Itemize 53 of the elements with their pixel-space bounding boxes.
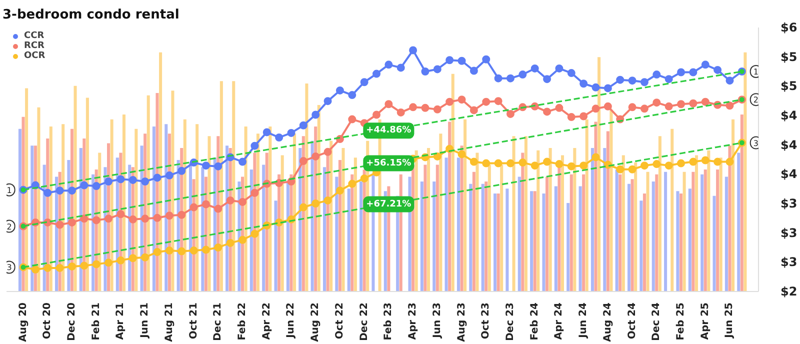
y-tick-label: $4 <box>780 108 798 122</box>
legend-label: OCR <box>24 51 46 61</box>
y-tick-label: $3 <box>780 226 798 240</box>
x-tick-label: Jun 24 <box>578 302 590 339</box>
x-tick-label: Jun 22 <box>286 302 297 339</box>
x-tick-label: Feb 22 <box>237 302 248 340</box>
annotation: +67.21% <box>366 199 412 210</box>
text: 2 <box>753 96 758 105</box>
x-tick-label: Feb 21 <box>90 302 102 340</box>
x-tick-label: Apr 21 <box>115 302 126 340</box>
x-tick-label: Jun 21 <box>140 302 151 339</box>
y-tick-label: $3 <box>780 254 798 269</box>
y-tick-label: $3 <box>780 196 798 210</box>
y-tick-label: $2 <box>780 284 798 298</box>
series-label: 3 <box>6 263 12 272</box>
y-tick-label: $5 <box>780 50 798 64</box>
x-tick-label: Apr 23 <box>408 302 419 340</box>
x-tick-label: Apr 25 <box>700 302 711 340</box>
x-tick-label: Aug 24 <box>602 302 614 342</box>
y-tick-label: $6 <box>780 20 798 34</box>
x-tick-label: Oct 21 <box>188 302 200 340</box>
x-tick-label: Dec 23 <box>504 302 516 341</box>
x-tick-label: Feb 24 <box>529 302 540 340</box>
x-tick-label: Aug 20 <box>18 302 29 342</box>
annotation: +56.15% <box>366 158 412 168</box>
x-tick-label: Apr 22 <box>261 302 272 340</box>
x-tick-label: Dec 20 <box>66 302 78 341</box>
text: 1 <box>753 68 758 76</box>
x-tick-label: Oct 22 <box>334 302 346 340</box>
y-tick-label: $4 <box>780 138 798 152</box>
y-tick-label: $5 <box>780 78 798 93</box>
series-label: 2 <box>6 222 12 232</box>
x-tick-label: Oct 23 <box>480 302 492 340</box>
x-tick-label: Dec 21 <box>212 302 224 341</box>
y-tick-label: $4 <box>780 166 798 181</box>
x-tick-label: Apr 24 <box>554 302 565 340</box>
x-tick-label: Jun 23 <box>432 302 443 339</box>
x-tick-label: Aug 21 <box>164 302 175 342</box>
x-tick-label: Feb 23 <box>383 302 394 340</box>
legend-label: CCR <box>24 31 44 41</box>
x-tick-label: Oct 20 <box>42 302 54 340</box>
legend-label: RCR <box>24 41 44 51</box>
chart-title: 3-bedroom condo rental <box>2 8 180 22</box>
x-tick-label: Dec 24 <box>651 302 662 341</box>
annotation: +44.86% <box>366 126 412 136</box>
x-tick-label: Jun 25 <box>724 302 736 339</box>
x-tick-label: Aug 23 <box>456 302 468 342</box>
x-tick-label: Oct 24 <box>626 302 638 340</box>
series-label: 1 <box>6 186 12 195</box>
x-tick-label: Dec 22 <box>358 302 370 341</box>
x-tick-label: Feb 25 <box>676 302 687 340</box>
text: 3 <box>753 138 758 148</box>
x-tick-label: Aug 22 <box>310 302 322 342</box>
